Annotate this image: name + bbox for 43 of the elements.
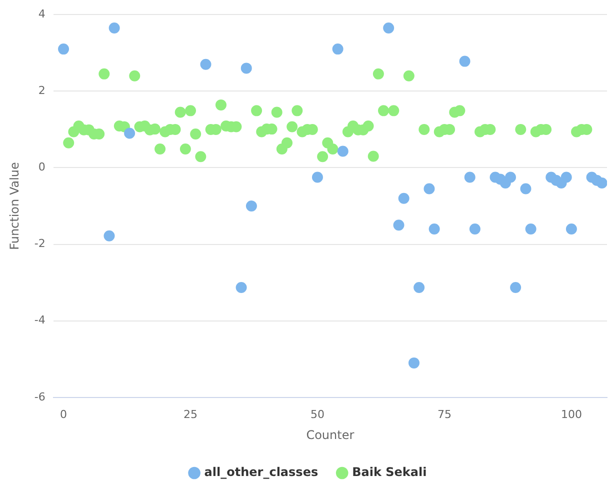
x-axis-title: Counter [306, 428, 354, 442]
point [398, 192, 410, 204]
point [424, 183, 435, 194]
point [124, 128, 136, 139]
point [58, 44, 70, 55]
point [312, 172, 323, 183]
x-tick-label: 100 [560, 408, 582, 421]
point [246, 200, 257, 212]
point [596, 178, 607, 189]
point [200, 58, 212, 70]
x-tick-label: 50 [310, 408, 324, 421]
point [428, 223, 440, 234]
point [240, 62, 252, 74]
point [560, 172, 572, 183]
point [464, 172, 476, 183]
point [383, 22, 394, 34]
point [332, 44, 344, 55]
y-tick-label: -2 [34, 237, 46, 250]
point [414, 282, 425, 294]
x-tick-label: 75 [437, 408, 452, 421]
point [520, 183, 532, 194]
y-axis-title: Function Value [7, 162, 22, 250]
y-tick-label: 4 [38, 7, 46, 20]
y-tick-label: 2 [38, 84, 46, 98]
point [510, 282, 522, 294]
point [469, 223, 480, 234]
legend-label: all_other_classes [204, 465, 318, 480]
point [236, 282, 247, 294]
y-tick-label: -6 [34, 390, 46, 404]
x-tick-label: 0 [60, 408, 68, 421]
point [104, 230, 115, 242]
point [504, 172, 516, 183]
y-tick-label: -4 [34, 314, 46, 327]
point [408, 357, 420, 368]
point [459, 56, 470, 67]
point [393, 220, 404, 231]
point [337, 146, 348, 157]
y-tick-label: 0 [38, 160, 46, 174]
point [525, 223, 536, 234]
legend-label: Baik Sekali [352, 465, 427, 480]
point [108, 22, 120, 34]
x-tick-label: 25 [184, 408, 198, 421]
point [566, 223, 577, 234]
